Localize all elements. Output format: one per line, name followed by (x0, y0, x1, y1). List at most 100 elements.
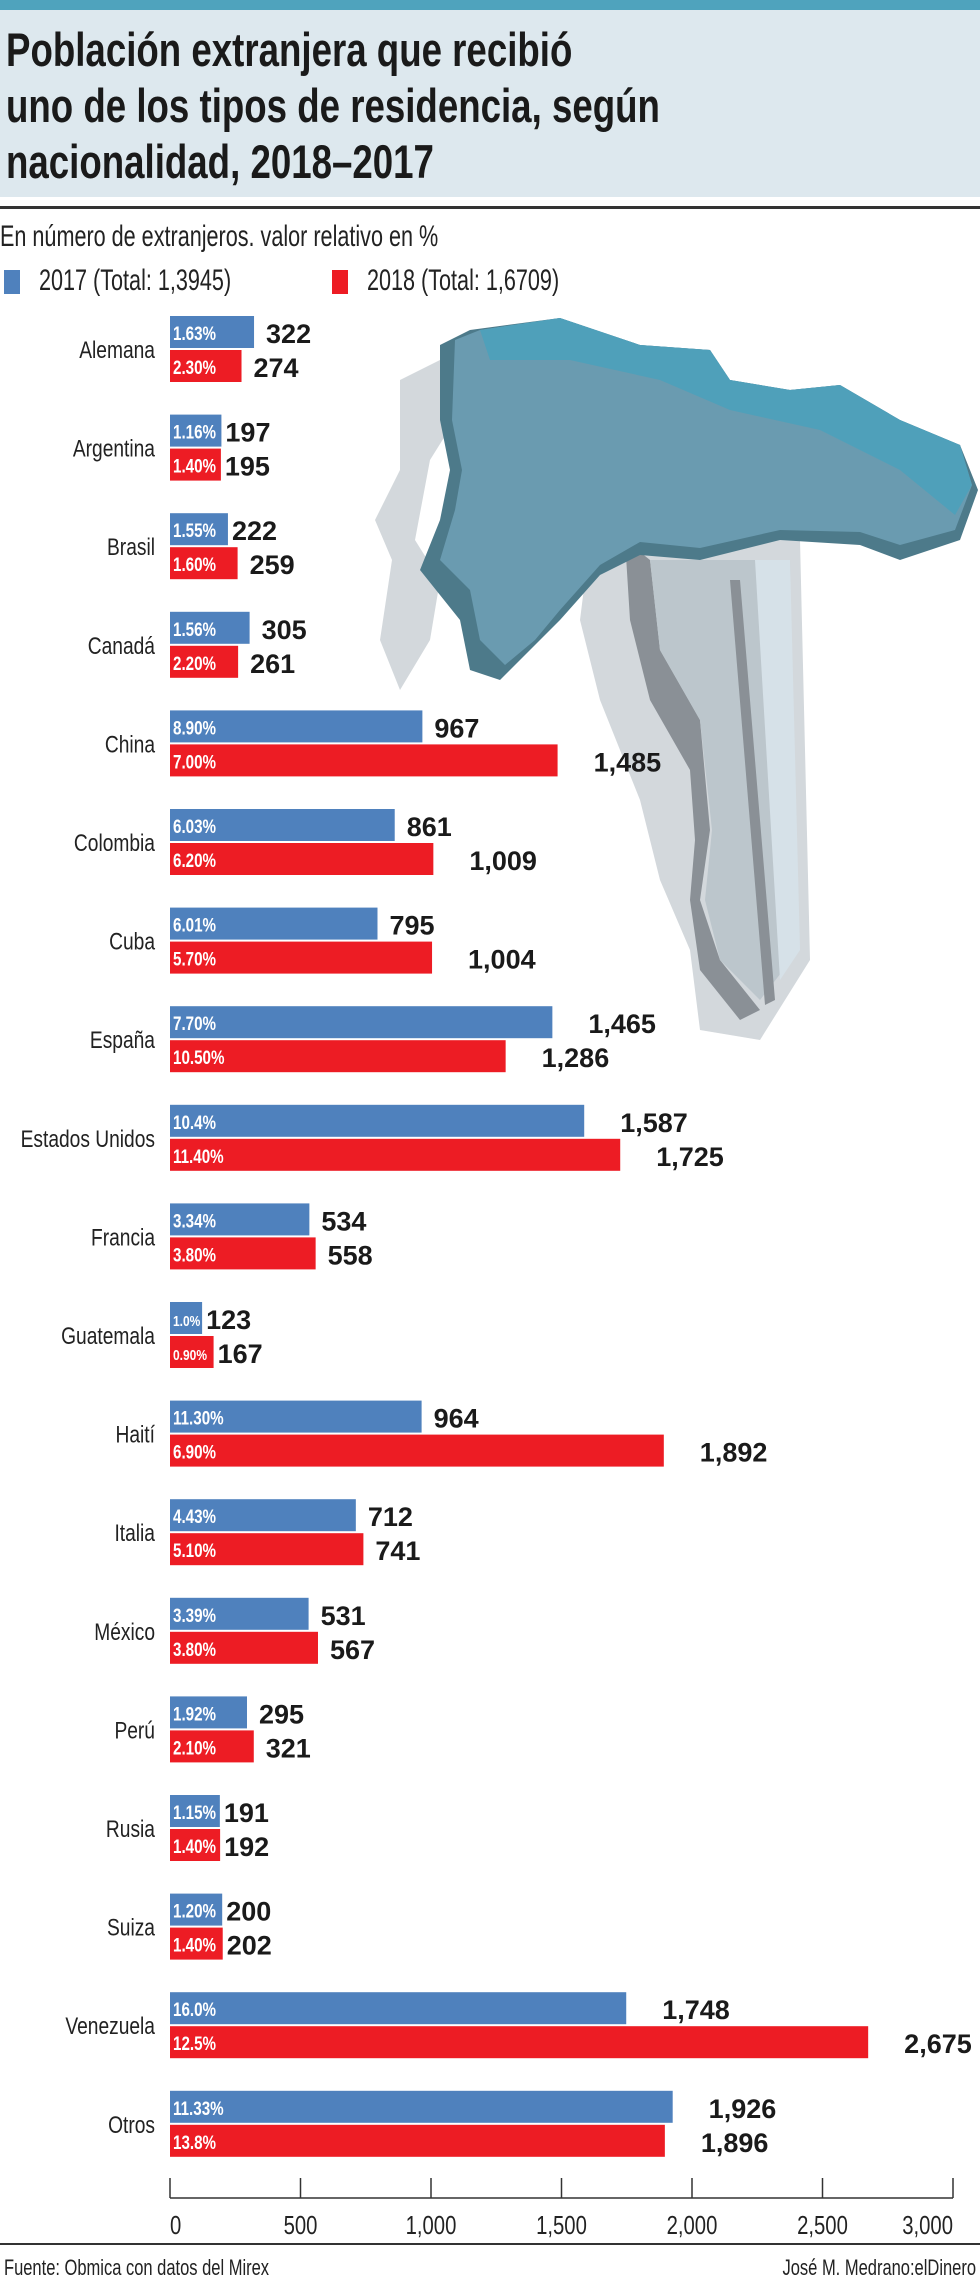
percent-label: 3.39% (173, 1604, 216, 1626)
bar-2017 (170, 316, 255, 348)
bar-2018 (170, 2026, 869, 2059)
percent-label: 2.20% (173, 652, 216, 674)
map-key-illustration (375, 318, 978, 1040)
bar-2018 (170, 547, 238, 580)
category-group: Otros 11.33% 1,926 13.8% 1,896 (108, 2090, 777, 2158)
percent-label: 11.30% (173, 1407, 224, 1429)
percent-label: 3.34% (173, 1210, 216, 1232)
percent-label: 10.4% (173, 1111, 216, 1133)
category-label: Canadá (88, 632, 156, 660)
value-label: 1,926 (709, 2094, 777, 2124)
bar-2018 (170, 1237, 316, 1270)
value-label: 167 (218, 1339, 263, 1369)
bar-2017 (170, 2090, 673, 2123)
percent-label: 6.90% (173, 1441, 216, 1463)
bar-2017 (170, 414, 222, 447)
percent-label: 6.03% (173, 815, 216, 837)
category-group: Suiza 1.20% 200 1.40% 202 (107, 1893, 272, 1961)
percent-label: 4.43% (173, 1506, 216, 1528)
category-group: Rusia 1.15% 191 1.40% 192 (106, 1795, 269, 1862)
bar-2017 (170, 1203, 310, 1236)
category-label: Brasil (107, 533, 155, 561)
percent-label: 1.40% (173, 1835, 216, 1857)
category-label: Argentina (73, 435, 156, 463)
percent-label: 1.0% (173, 1313, 200, 1330)
bar-2017 (170, 1006, 553, 1039)
value-label: 1,896 (701, 2128, 769, 2158)
percent-label: 5.10% (173, 1540, 216, 1562)
category-label: Italia (114, 1519, 155, 1547)
tick-label: 1,500 (536, 2211, 587, 2240)
percent-label: 6.01% (173, 914, 216, 936)
footer-divider (0, 2243, 980, 2245)
legend-swatch-2018 (332, 270, 348, 294)
tick-label: 2,000 (667, 2211, 718, 2240)
tick-label: 1,000 (406, 2211, 457, 2240)
bar-2017 (170, 710, 423, 743)
category-label: Otros (108, 2111, 155, 2139)
value-label: 200 (226, 1897, 271, 1927)
bar-2018 (170, 448, 221, 481)
value-label: 741 (375, 1536, 420, 1566)
category-label: Colombia (74, 829, 156, 857)
percent-label: 2.10% (173, 1737, 216, 1759)
bar-2017 (170, 1795, 220, 1827)
value-label: 964 (434, 1404, 479, 1434)
value-label: 795 (389, 911, 434, 941)
tick-label: 2,500 (797, 2211, 848, 2240)
category-label: Guatemala (61, 1322, 156, 1350)
value-label: 558 (328, 1240, 373, 1270)
percent-label: 6.20% (173, 849, 216, 871)
value-label: 191 (224, 1798, 269, 1828)
category-label: Alemana (79, 336, 156, 364)
percent-label: 11.33% (173, 2097, 224, 2119)
chart-title: Población extranjera que recibió uno de … (6, 23, 660, 188)
percent-label: 1.16% (173, 421, 216, 443)
value-label: 1,286 (542, 1043, 610, 1073)
percent-label: 1.40% (173, 455, 216, 477)
bar-2017 (170, 1104, 585, 1137)
author-credit: José M. Medrano:elDinero (782, 2255, 976, 2280)
category-group: China 8.90% 967 7.00% 1,485 (105, 710, 661, 777)
value-label: 1,004 (468, 945, 536, 975)
value-label: 222 (232, 516, 277, 546)
percent-label: 12.5% (173, 2033, 216, 2055)
bar-2018 (170, 1631, 318, 1664)
bar-2017 (170, 907, 378, 940)
percent-label: 13.8% (173, 2131, 216, 2153)
category-label: Rusia (106, 1815, 156, 1843)
legend-label-2018: 2018 (Total: 1,6709) (367, 264, 560, 297)
category-group: Brasil 1.55% 222 1.60% 259 (107, 513, 295, 580)
bar-2018 (170, 1533, 364, 1566)
category-group: España 7.70% 1,465 10.50% 1,286 (90, 1006, 656, 1073)
bar-2017 (170, 809, 395, 841)
category-group: Alemana 1.63% 322 2.30% 274 (79, 316, 311, 383)
percent-label: 11.40% (173, 1145, 224, 1167)
bar-2017 (170, 1499, 356, 1532)
category-label: Haití (116, 1421, 155, 1449)
source-note: Fuente: Obmica con datos del Mirex (4, 2255, 270, 2280)
bar-2017 (170, 1893, 223, 1926)
tick-label: 0 (170, 2211, 181, 2240)
bar-2018 (170, 1730, 254, 1763)
category-group: México 3.39% 531 3.80% 567 (94, 1597, 375, 1665)
percent-label: 1.40% (173, 1934, 216, 1956)
bar-2018 (170, 1829, 221, 1861)
legend-swatch-2017 (4, 270, 20, 294)
value-label: 861 (407, 812, 452, 842)
category-group: Guatemala 1.0% 123 0.90% 167 (61, 1302, 263, 1369)
value-label: 1,009 (469, 846, 537, 876)
value-label: 1,748 (662, 1995, 730, 2025)
value-label: 123 (206, 1305, 251, 1335)
bar-2018 (170, 744, 558, 777)
value-label: 967 (434, 713, 479, 743)
value-label: 202 (227, 1931, 272, 1961)
bar-2018 (170, 1138, 621, 1171)
bar-2018 (170, 1040, 506, 1073)
bar-2018 (170, 2124, 665, 2157)
category-label: Venezuela (65, 2012, 155, 2040)
percent-label: 1.20% (173, 1900, 216, 1922)
value-label: 195 (225, 452, 270, 482)
bar-2018 (170, 843, 434, 875)
